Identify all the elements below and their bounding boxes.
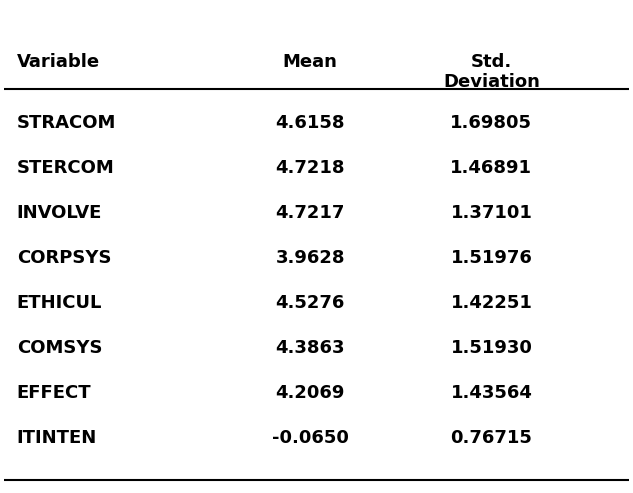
Text: Variable: Variable (16, 53, 100, 70)
Text: 4.7217: 4.7217 (275, 204, 345, 222)
Text: STRACOM: STRACOM (16, 114, 116, 132)
Text: 3.9628: 3.9628 (275, 249, 345, 267)
Text: Mean: Mean (283, 53, 337, 70)
Text: 1.51930: 1.51930 (451, 339, 532, 357)
Text: ETHICUL: ETHICUL (16, 294, 102, 312)
Text: COMSYS: COMSYS (16, 339, 102, 357)
Text: 4.5276: 4.5276 (275, 294, 345, 312)
Text: 4.7218: 4.7218 (275, 159, 345, 177)
Text: 4.2069: 4.2069 (275, 385, 345, 402)
Text: 1.37101: 1.37101 (451, 204, 532, 222)
Text: 4.3863: 4.3863 (275, 339, 345, 357)
Text: ITINTEN: ITINTEN (16, 429, 97, 448)
Text: -0.0650: -0.0650 (272, 429, 349, 448)
Text: CORPSYS: CORPSYS (16, 249, 111, 267)
Text: 1.69805: 1.69805 (451, 114, 532, 132)
Text: 1.46891: 1.46891 (451, 159, 532, 177)
Text: Std.
Deviation: Std. Deviation (443, 53, 540, 91)
Text: 1.51976: 1.51976 (451, 249, 532, 267)
Text: 1.42251: 1.42251 (451, 294, 532, 312)
Text: EFFECT: EFFECT (16, 385, 91, 402)
Text: INVOLVE: INVOLVE (16, 204, 102, 222)
Text: 0.76715: 0.76715 (451, 429, 532, 448)
Text: STERCOM: STERCOM (16, 159, 115, 177)
Text: 1.43564: 1.43564 (451, 385, 532, 402)
Text: 4.6158: 4.6158 (275, 114, 345, 132)
